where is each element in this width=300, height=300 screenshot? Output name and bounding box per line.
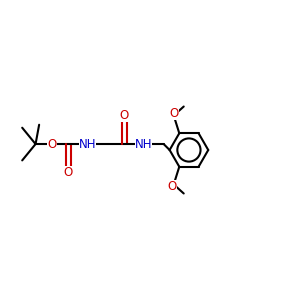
Text: NH: NH <box>135 138 152 151</box>
Text: O: O <box>169 107 179 120</box>
Text: O: O <box>47 138 56 151</box>
Text: O: O <box>168 180 177 193</box>
Text: NH: NH <box>79 138 96 151</box>
Text: O: O <box>119 109 129 122</box>
Text: O: O <box>64 167 73 179</box>
